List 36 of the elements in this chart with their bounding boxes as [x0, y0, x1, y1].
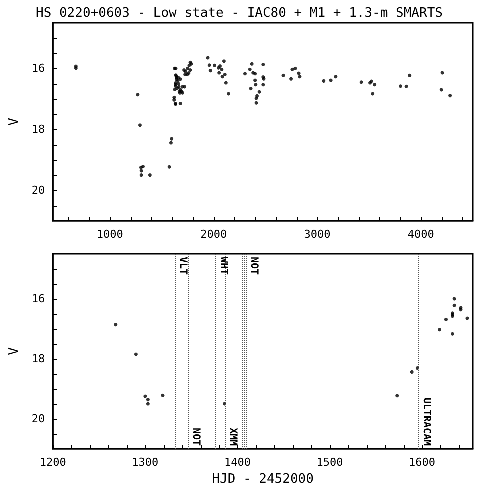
point — [146, 398, 150, 402]
point — [438, 328, 442, 332]
point — [396, 394, 400, 398]
ref-line-label: WHT — [218, 257, 230, 276]
point — [146, 402, 150, 406]
point — [452, 304, 456, 308]
x-tick-label: 1500 — [316, 456, 344, 469]
x-axis-title: HJD - 2452000 — [212, 472, 314, 487]
y-axis-title: V — [7, 118, 22, 126]
chart-title: HS 0220+0603 - Low state - IAC80 + M1 + 1.3-m SMARTS — [36, 6, 443, 21]
y-tick-label: 20 — [32, 412, 46, 426]
ref-line-label: XMM — [227, 428, 238, 446]
y-tick-label: 18 — [32, 123, 46, 136]
x-tick-label: 4000 — [408, 228, 434, 241]
y-tick-label: 16 — [32, 292, 46, 306]
ref-line-label: NOT — [248, 257, 260, 276]
point — [161, 394, 165, 398]
x-tick-label: 3000 — [304, 228, 331, 241]
point — [450, 332, 454, 336]
y-tick-label: 20 — [32, 184, 46, 198]
x-tick-label: 2000 — [200, 228, 228, 241]
point — [410, 370, 414, 374]
ref-line-label: NOT — [190, 428, 202, 446]
x-tick-label: 1600 — [409, 456, 436, 469]
x-tick-label: 1200 — [40, 456, 66, 469]
x-tick-label: 1000 — [96, 228, 124, 241]
x-tick-label: 1300 — [132, 456, 159, 469]
point — [114, 323, 118, 327]
y-tick-label: 18 — [32, 352, 46, 366]
y-axis-title: V — [7, 347, 22, 356]
x-tick-label: 1400 — [224, 456, 251, 469]
point — [134, 352, 138, 356]
point — [444, 318, 448, 322]
ref-line-label: ULTRACAM — [421, 398, 432, 446]
ref-line-label: VLT — [177, 257, 188, 276]
y-tick-label: 16 — [32, 62, 46, 76]
